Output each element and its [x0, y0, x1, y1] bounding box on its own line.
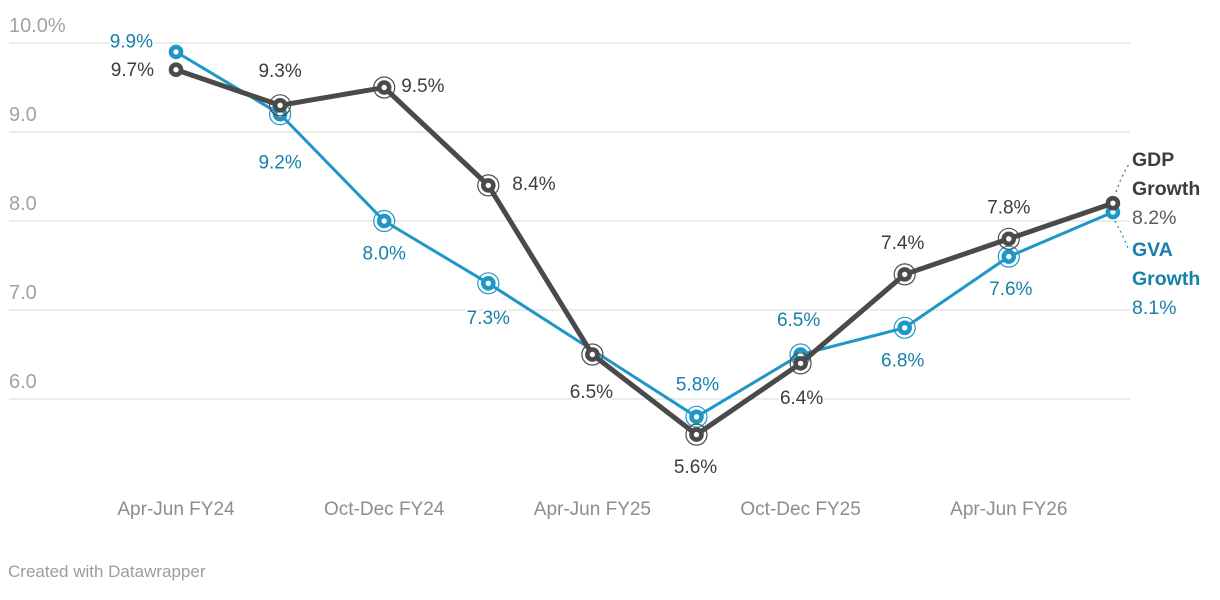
legend-gdp-label: GDP Growth	[1132, 149, 1201, 200]
gdp-line	[175, 67, 1114, 438]
gva-line	[175, 50, 1114, 419]
point-marker	[480, 275, 496, 291]
gdp-data-point[interactable]	[685, 423, 708, 446]
point-marker	[1105, 195, 1121, 211]
gva-data-point[interactable]	[477, 272, 500, 295]
point-marker	[168, 44, 184, 60]
gdp-data-point[interactable]	[997, 227, 1020, 250]
x-axis-tick-label: Apr-Jun FY25	[534, 499, 651, 520]
point-halo-ring	[997, 245, 1020, 268]
point-halo-ring	[477, 272, 500, 295]
x-axis-tick-label: Apr-Jun FY26	[950, 499, 1067, 520]
gva-data-point[interactable]	[997, 245, 1020, 268]
point-halo-ring	[581, 343, 604, 366]
gdp-data-label: 6.4%	[780, 388, 823, 409]
gdp-data-label: 8.4%	[512, 174, 555, 195]
point-halo-ring	[685, 423, 708, 446]
gdp-legend-connector	[1115, 162, 1131, 193]
point-marker	[376, 213, 392, 229]
y-axis-tick-label: 10.0%	[9, 15, 66, 37]
gdp-data-point[interactable]	[269, 94, 292, 117]
legend-gdp: GDP Growth 8.2%	[1132, 146, 1220, 233]
point-halo-ring	[477, 174, 500, 197]
point-marker	[897, 320, 913, 336]
gdp-data-label: 6.5%	[570, 382, 613, 403]
point-marker	[168, 62, 184, 77]
gva-data-point[interactable]	[373, 209, 396, 233]
point-marker	[376, 80, 392, 95]
legend-gva: GVA Growth 8.1%	[1132, 236, 1220, 323]
gva-data-point[interactable]	[893, 316, 916, 339]
point-halo-ring	[373, 76, 396, 99]
gva-data-label: 9.9%	[110, 31, 153, 52]
y-axis-tick-label: 9.0	[9, 104, 37, 126]
point-marker	[480, 178, 496, 193]
gdp-data-label: 9.3%	[258, 61, 301, 82]
gdp-data-label: 9.7%	[111, 60, 154, 81]
point-halo-ring	[269, 94, 292, 117]
point-marker	[1001, 249, 1017, 264]
point-halo-ring	[685, 405, 708, 428]
gdp-data-label: 7.4%	[881, 233, 924, 254]
gva-data-label: 6.5%	[777, 310, 820, 331]
point-halo-ring	[373, 209, 396, 233]
gva-data-label: 7.3%	[467, 308, 510, 329]
point-halo-ring	[893, 263, 916, 286]
point-marker	[689, 427, 704, 442]
x-axis-tick-label: Apr-Jun FY24	[117, 499, 235, 520]
point-halo-ring	[997, 227, 1020, 250]
point-marker	[585, 347, 600, 362]
x-axis-tick-label: Oct-Dec FY25	[740, 499, 860, 520]
gva-data-point[interactable]	[168, 44, 184, 60]
legend-gva-value: 8.1%	[1132, 297, 1177, 319]
gva-data-point[interactable]	[685, 405, 708, 428]
gdp-data-label: 5.6%	[674, 457, 717, 478]
point-marker	[689, 409, 704, 425]
gdp-data-label: 9.5%	[401, 76, 444, 97]
gva-data-label: 6.8%	[881, 350, 924, 371]
gdp-data-point[interactable]	[373, 76, 396, 99]
gdp-data-point[interactable]	[1105, 195, 1121, 211]
gva-data-label: 7.6%	[989, 279, 1032, 300]
datawrapper-credit-link[interactable]: Created with Datawrapper	[8, 562, 206, 581]
gva-data-label: 5.8%	[676, 374, 719, 395]
y-axis-tick-label: 8.0	[9, 193, 37, 215]
legend-gdp-value: 8.2%	[1132, 207, 1177, 229]
gdp-data-point[interactable]	[477, 174, 500, 197]
gdp-data-label: 7.8%	[987, 197, 1030, 218]
gdp-data-point[interactable]	[789, 352, 812, 375]
gdp-data-point[interactable]	[168, 62, 184, 77]
point-halo-ring	[893, 316, 916, 339]
x-axis-tick-label: Oct-Dec FY24	[324, 499, 445, 520]
gva-legend-connector	[1114, 220, 1130, 252]
gdp-data-point[interactable]	[581, 343, 604, 366]
y-axis-tick-label: 6.0	[9, 371, 37, 393]
point-marker	[1001, 231, 1017, 247]
gdp-data-point[interactable]	[893, 263, 916, 286]
point-marker	[793, 356, 808, 371]
gva-data-label: 9.2%	[258, 153, 301, 174]
point-halo-ring	[789, 352, 812, 375]
legend-gva-label: GVA Growth	[1132, 239, 1201, 290]
point-marker	[272, 98, 288, 113]
point-marker	[897, 267, 913, 282]
y-axis-tick-label: 7.0	[9, 282, 37, 304]
gva-data-label: 8.0%	[363, 244, 406, 265]
